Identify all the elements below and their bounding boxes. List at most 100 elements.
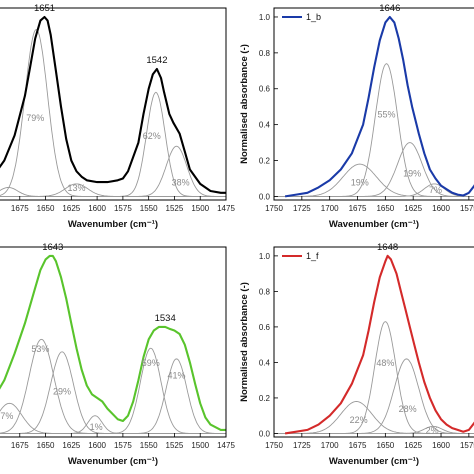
measured-spectrum-line <box>284 15 474 198</box>
fit-component-curve <box>274 401 474 434</box>
fit-component-curve <box>274 63 474 197</box>
component-percent-label: 62% <box>143 131 161 141</box>
component-percent-label: 19% <box>403 169 421 179</box>
legend-label: 1_b <box>306 12 321 22</box>
x-tick-label: 1625 <box>404 204 422 213</box>
fit-component-curve <box>274 425 474 434</box>
peak-position-label: 1534 <box>155 313 176 324</box>
x-tick-label: 1750 <box>265 441 283 450</box>
chart-panel-bottom-left: 1675 1650 1625 1600 1575 1550 1525 1500 1475 Wave… <box>0 242 235 467</box>
y-tick-label: 0.6 <box>259 323 271 332</box>
y-tick-label: 0.0 <box>259 192 271 201</box>
component-percent-label: 59% <box>142 358 160 368</box>
x-axis-title: Wavenumber (cm⁻¹) <box>329 456 419 467</box>
legend: 1_f <box>282 251 319 261</box>
axes-frame <box>0 246 227 438</box>
x-tick-label: 1575 <box>114 441 132 450</box>
x-tick-label: 1650 <box>37 441 55 450</box>
y-tick-label: 0.8 <box>259 49 271 58</box>
x-tick-label: 1550 <box>140 441 158 450</box>
component-percent-label: 48% <box>376 358 394 368</box>
x-tick-label: 1675 <box>11 441 29 450</box>
peak-position-label: 1542 <box>146 55 167 66</box>
component-percent-label: 19% <box>351 178 369 188</box>
fit-component-curve <box>0 415 226 434</box>
fit-component-curve <box>0 186 226 197</box>
y-tick-label: 0.4 <box>259 358 271 367</box>
x-tick-label: 1575 <box>114 204 132 213</box>
legend-label: 1_f <box>306 251 319 261</box>
component-percent-label: 7% <box>429 185 442 195</box>
peak-position-label: 1648 <box>377 242 398 253</box>
x-tick-label: 1675 <box>11 204 29 213</box>
peak-position-label: 1651 <box>34 3 55 14</box>
fit-component-curve <box>0 347 226 434</box>
fit-component-curve <box>0 145 226 197</box>
x-tick-label: 1650 <box>376 204 394 213</box>
x-tick-label: 1675 <box>349 204 367 213</box>
component-percent-label: 38% <box>172 178 190 188</box>
component-percent-label: 1% <box>90 422 103 432</box>
fit-component-curve <box>0 402 226 434</box>
fit-component-curve <box>274 163 474 197</box>
component-percent-label: 55% <box>377 109 395 119</box>
fit-component-curve <box>0 183 226 197</box>
fit-component-curve <box>0 351 226 434</box>
x-tick-label: 1625 <box>62 204 80 213</box>
x-tick-label: 1650 <box>37 204 55 213</box>
x-tick-label: 1650 <box>376 441 394 450</box>
component-percent-label: 2% <box>426 425 439 435</box>
component-percent-label: 53% <box>31 344 49 354</box>
component-percent-label: 17% <box>0 411 13 421</box>
x-tick-label: 1575 <box>460 204 474 213</box>
y-tick-label: 0.6 <box>259 85 271 94</box>
component-percent-label: 41% <box>167 370 185 380</box>
fit-component-curve <box>274 183 474 197</box>
x-tick-label: 1625 <box>404 441 422 450</box>
x-tick-label: 1525 <box>166 441 184 450</box>
y-tick-label: 1.0 <box>259 13 271 22</box>
peak-position-label: 1646 <box>379 3 400 14</box>
x-tick-label: 1475 <box>217 204 235 213</box>
x-tick-label: 1725 <box>293 441 311 450</box>
axes-frame <box>273 246 474 438</box>
x-tick-label: 1600 <box>432 204 450 213</box>
x-tick-label: 1750 <box>265 204 283 213</box>
y-axis-title: Normalised absorbance (-) <box>239 44 250 164</box>
fit-component-curve <box>0 358 226 434</box>
y-tick-label: 0.4 <box>259 121 271 130</box>
x-tick-label: 1500 <box>191 204 209 213</box>
y-tick-label: 0.2 <box>259 157 271 166</box>
x-tick-label: 1575 <box>460 441 474 450</box>
plot-area <box>274 15 474 198</box>
x-axis-title: Wavenumber (cm⁻¹) <box>68 219 158 230</box>
component-percent-label: 13% <box>67 183 85 193</box>
measured-spectrum-line <box>0 254 226 431</box>
x-tick-label: 1700 <box>321 204 339 213</box>
plot-area <box>0 254 226 434</box>
x-tick-label: 1600 <box>432 441 450 450</box>
chart-panel-top-left: 1675 1650 1625 1600 1575 1550 1525 1500 1475 Wave… <box>0 3 235 230</box>
x-tick-label: 1725 <box>293 204 311 213</box>
component-percent-label: 29% <box>53 386 71 396</box>
x-tick-label: 1475 <box>217 441 235 450</box>
axes-frame <box>273 7 474 201</box>
y-tick-label: 0.0 <box>259 429 271 438</box>
plot-area <box>274 254 474 435</box>
legend: 1_b <box>282 12 321 22</box>
y-tick-label: 0.2 <box>259 394 271 403</box>
x-axis-title: Wavenumber (cm⁻¹) <box>329 219 419 230</box>
y-tick-label: 1.0 <box>259 252 271 261</box>
measured-spectrum-line <box>0 15 226 194</box>
y-tick-label: 0.8 <box>259 287 271 296</box>
x-tick-label: 1600 <box>88 441 106 450</box>
x-tick-label: 1700 <box>321 441 339 450</box>
x-axis-title: Wavenumber (cm⁻¹) <box>68 456 158 467</box>
x-tick-label: 1675 <box>349 441 367 450</box>
x-tick-label: 1525 <box>166 204 184 213</box>
y-axis-title: Normalised absorbance (-) <box>239 282 250 402</box>
component-percent-label: 22% <box>350 415 368 425</box>
component-percent-label: 28% <box>399 404 417 414</box>
component-percent-label: 79% <box>26 113 44 123</box>
